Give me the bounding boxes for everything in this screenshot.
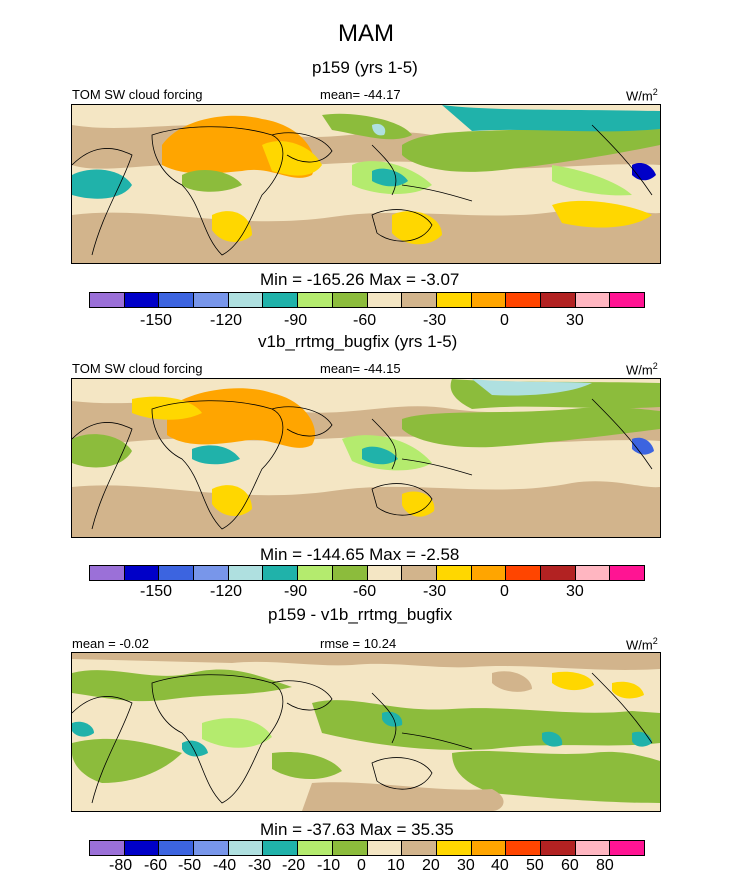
colorbar-box [367,566,403,580]
colorbar-box [228,293,264,307]
panel2-map [71,378,661,538]
panel3-colorbar [89,840,645,856]
colorbar-box [402,293,437,307]
colorbar-box [90,841,125,855]
colorbar-tick: -50 [178,857,202,874]
colorbar-box [263,293,299,307]
colorbar-tick: 30 [457,857,475,874]
panel1-map [71,104,661,264]
colorbar-box [367,293,403,307]
colorbar-box [228,841,264,855]
colorbar-box [610,566,644,580]
colorbar-box [540,566,576,580]
colorbar-box [506,566,541,580]
colorbar-box [124,293,160,307]
colorbar-box [471,566,507,580]
panel3-mean-label: mean = -0.02 [72,636,149,651]
colorbar-box [575,566,611,580]
colorbar-tick: -60 [144,857,168,874]
colorbar-box [90,566,125,580]
colorbar-tick: 20 [422,857,440,874]
panel3-minmax: Min = -37.63 Max = 35.35 [260,820,454,839]
panel2-minmax: Min = -144.65 Max = -2.58 [260,545,460,564]
colorbar-box [436,841,472,855]
colorbar-tick: -30 [423,312,447,329]
panel2-units: W/m2 [626,361,658,378]
colorbar-tick: -90 [284,583,308,600]
colorbar-tick: -120 [210,312,243,329]
colorbar-box [610,841,644,855]
colorbar-box [194,841,229,855]
panel3-subtitle: p159 - v1b_rrtmg_bugfix [268,605,453,624]
colorbar-box [540,293,576,307]
colorbar-box [124,566,160,580]
colorbar-box [332,841,368,855]
colorbar-tick: -60 [353,583,377,600]
colorbar-box [124,841,160,855]
colorbar-tick: -10 [317,857,341,874]
colorbar-tick: 0 [500,312,509,329]
colorbar-tick: -80 [109,857,133,874]
colorbar-box [402,566,437,580]
colorbar-tick: 10 [387,857,405,874]
panel2-left-label: TOM SW cloud forcing [72,361,203,376]
panel2-subtitle: v1b_rrtmg_bugfix (yrs 1-5) [258,332,458,351]
colorbar-box [471,841,507,855]
colorbar-box [367,841,403,855]
colorbar-box [228,566,264,580]
colorbar-box [610,293,644,307]
panel1-mean-label: mean= -44.17 [320,87,401,102]
colorbar-box [506,293,541,307]
colorbar-box [90,293,125,307]
colorbar-tick: -150 [140,312,173,329]
panel3-rmse-label: rmse = 10.24 [320,636,397,651]
colorbar-box [436,293,472,307]
panel2-mean-label: mean= -44.15 [320,361,401,376]
colorbar-box [194,566,229,580]
colorbar-tick: -60 [353,312,377,329]
colorbar-box [471,293,507,307]
colorbar-tick: -120 [210,583,243,600]
colorbar-box [159,566,195,580]
colorbar-box [263,841,299,855]
colorbar-tick: 80 [596,857,614,874]
colorbar-tick: -20 [282,857,306,874]
colorbar-box [575,841,611,855]
panel1-colorbar [89,292,645,308]
panel3-map [71,652,661,812]
colorbar-box [506,841,541,855]
colorbar-tick: 30 [566,583,584,600]
colorbar-tick: 60 [561,857,579,874]
colorbar-tick: -30 [423,583,447,600]
colorbar-box [263,566,299,580]
panel2-colorbar [89,565,645,581]
colorbar-tick: -40 [213,857,237,874]
colorbar-box [402,841,437,855]
colorbar-box [194,293,229,307]
colorbar-box [298,566,333,580]
colorbar-box [575,293,611,307]
panel1-minmax: Min = -165.26 Max = -3.07 [260,270,460,289]
figure-title: MAM [338,20,394,47]
colorbar-tick: -90 [284,312,308,329]
colorbar-box [540,841,576,855]
colorbar-box [159,293,195,307]
panel1-subtitle: p159 (yrs 1-5) [312,58,418,77]
panel3-units: W/m2 [626,636,658,653]
panel1-units: W/m2 [626,87,658,104]
colorbar-box [332,293,368,307]
colorbar-tick: 40 [491,857,509,874]
colorbar-box [298,293,333,307]
colorbar-box [332,566,368,580]
colorbar-tick: 30 [566,312,584,329]
colorbar-tick: -30 [248,857,272,874]
colorbar-box [298,841,333,855]
colorbar-tick: 0 [500,583,509,600]
panel1-left-label: TOM SW cloud forcing [72,87,203,102]
colorbar-tick: 50 [526,857,544,874]
colorbar-box [159,841,195,855]
colorbar-tick: 0 [357,857,366,874]
colorbar-box [436,566,472,580]
colorbar-tick: -150 [140,583,173,600]
